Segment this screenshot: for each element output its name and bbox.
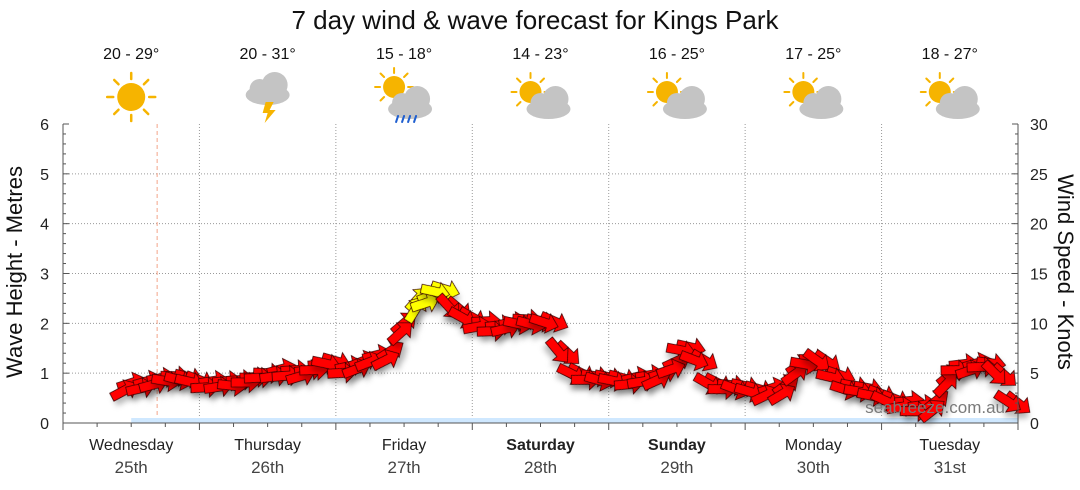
day-label: Tuesday: [919, 437, 980, 454]
cloud-shape: [245, 72, 290, 105]
x-axis-day-labels: Wednesday 25th Thursday 26th Friday 27th Satur…: [89, 437, 980, 477]
temperature-range: 14 - 23°: [512, 46, 568, 63]
storm-cloud-icon: [245, 72, 290, 123]
temperature-range: 20 - 31°: [240, 46, 296, 63]
sun-cloud-rain-icon: [374, 67, 433, 123]
date-label: 26th: [251, 458, 284, 477]
chart-title: 7 day wind & wave forecast for Kings Par…: [291, 5, 779, 35]
y-right-tick-label: 15: [1030, 267, 1048, 284]
y-axis-right-label: Wind Speed - Knots: [1053, 174, 1078, 370]
temperature-range: 15 - 18°: [376, 46, 432, 63]
sun-cloud-icon: [510, 72, 571, 119]
weather-forecast-row: 20 - 29° 20 - 31° 15 - 18° 14 - 23° 16 - 25°…: [103, 46, 980, 123]
sun-shape: [105, 71, 157, 123]
y-right-tick-label: 0: [1030, 416, 1039, 433]
wind-arrow-point: [917, 390, 949, 424]
y-left-tick-label: 3: [40, 267, 49, 284]
wind-arrow-shape: [993, 389, 1021, 413]
wind-arrow-point: [993, 389, 1031, 414]
y-left-tick-label: 5: [40, 167, 49, 184]
y-left-tick-label: 6: [40, 117, 49, 134]
wind-arrow-shape: [917, 399, 945, 424]
wind-arrow-point: [980, 359, 1016, 386]
lightning-bolt-shape: [262, 102, 276, 123]
temperature-range: 20 - 29°: [103, 46, 159, 63]
day-label: Saturday: [506, 437, 575, 454]
wind-speed-series: [109, 280, 1031, 424]
date-label: 30th: [797, 458, 830, 477]
wind-arrow-shape: [528, 312, 559, 334]
wave-area-fill: [131, 418, 1018, 423]
sun-cloud-icon: [646, 72, 707, 119]
day-label: Sunday: [648, 437, 706, 454]
date-label: 27th: [388, 458, 421, 477]
wind-arrow-point: [544, 336, 580, 364]
date-label: 29th: [660, 458, 693, 477]
temperature-range: 16 - 25°: [649, 46, 705, 63]
wave-height-series: [131, 418, 1018, 423]
wind-arrow-shape: [243, 366, 274, 389]
temperature-range: 17 - 25°: [785, 46, 841, 63]
y-right-tick-label: 25: [1030, 167, 1048, 184]
sun-cloud-icon: [783, 72, 844, 119]
day-label: Wednesday: [89, 437, 173, 454]
wind-arrow-shape: [932, 373, 957, 399]
plot-axes: 0 1 2 3 4 5 6 0 5 10 15 20 25 30: [40, 117, 1048, 433]
date-label: 25th: [115, 458, 148, 477]
watermark: seabreeze.com.au: [865, 398, 1005, 417]
rain-drop-shape: [413, 115, 418, 123]
sun-cloud-icon: [919, 72, 980, 119]
day-label: Friday: [382, 437, 426, 454]
date-label: 28th: [524, 458, 557, 477]
y-axis-left-label: Wave Height - Metres: [2, 166, 27, 378]
wind-arrow-shape: [655, 358, 686, 379]
y-left-tick-label: 1: [40, 366, 49, 383]
wind-arrow-shape: [766, 383, 796, 407]
temperature-range: 18 - 27°: [922, 46, 978, 63]
rain-drop-shape: [401, 115, 406, 123]
wind-arrow-point: [678, 348, 718, 372]
y-right-tick-label: 20: [1030, 217, 1048, 234]
y-left-tick-label: 4: [40, 217, 49, 234]
y-left-tick-label: 0: [40, 416, 49, 433]
wind-arrow-shape: [780, 363, 808, 387]
sun-icon: [105, 71, 157, 123]
date-label: 31st: [934, 458, 966, 477]
wind-arrow-shape: [980, 359, 1006, 384]
y-left-tick-label: 2: [40, 316, 49, 333]
wind-arrow-point: [370, 340, 404, 372]
wind-arrow-shape: [544, 336, 569, 363]
wind-arrow-shape: [409, 291, 440, 313]
day-label: Thursday: [234, 437, 301, 454]
wind-arrow-shape: [386, 322, 413, 347]
rain-drop-shape: [407, 115, 412, 123]
day-label: Monday: [785, 437, 842, 454]
y-right-tick-label: 5: [1030, 366, 1039, 383]
y-right-tick-label: 30: [1030, 117, 1048, 134]
y-right-tick-label: 10: [1030, 316, 1048, 333]
wind-arrow-shape: [370, 348, 400, 372]
rain-drop-shape: [395, 115, 400, 123]
wind-arrow-shape: [678, 350, 709, 372]
wind-arrow-point: [528, 311, 569, 334]
